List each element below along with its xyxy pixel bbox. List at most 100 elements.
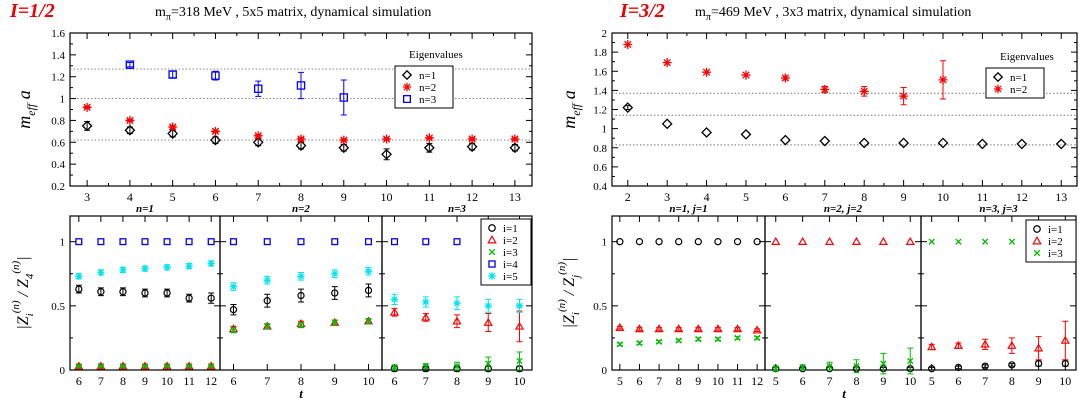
bottom-right-panel-2-point xyxy=(824,236,835,245)
bottom-left-panel-2-label: n=2 xyxy=(292,203,310,215)
bottom-left-panel-3-point xyxy=(515,302,524,310)
bottom-right-legend-marker xyxy=(1033,225,1041,233)
top-left-errorbar xyxy=(255,80,262,97)
top-right-xtick-label: 11 xyxy=(977,190,989,204)
bottom-right-panel-2-xtick-label: 9 xyxy=(880,374,886,388)
top-left-legend-label: n=3 xyxy=(419,94,437,106)
bottom-left-ylabel-part: (n) xyxy=(10,300,22,313)
bottom-left-legend-label: i=1 xyxy=(503,223,518,235)
bottom-right-panel-2-point xyxy=(771,236,781,245)
bottom-left-panel-2-series-1 xyxy=(229,283,373,316)
bottom-left-panel-1-point xyxy=(74,361,84,370)
bottom-right-panel-3-point xyxy=(1060,335,1070,344)
bottom-right-panel-2-label: n=2, j=2 xyxy=(824,203,863,215)
bottom-right-panel-2-point xyxy=(851,236,862,245)
top-left-point xyxy=(382,134,392,144)
bottom-right-panel-2-point xyxy=(907,357,914,365)
bottom-right-panel-2-xtick-label: 8 xyxy=(853,374,859,388)
bottom-right-panel-3-xtick-label: 7 xyxy=(982,374,988,388)
top-left-ylabel-m: m xyxy=(14,116,34,129)
top-right-legend-box xyxy=(985,67,1045,99)
bottom-right-panel-1-ytick-label: 0.5 xyxy=(593,301,607,313)
bottom-right-panel-3-xtick-label: 6 xyxy=(955,374,961,388)
bottom-left-panel-3-point xyxy=(422,238,430,246)
top-right-title: mπ=469 MeV , 3x3 matrix, dynamical simul… xyxy=(695,5,971,23)
bottom-right-panel-3-point xyxy=(1008,238,1016,245)
top-right-point xyxy=(820,84,830,94)
bottom-right-panel-3-errorbar xyxy=(955,365,962,370)
bottom-right-panel-2-point xyxy=(880,360,887,367)
bottom-right-panel-1-label: n=1, j=1 xyxy=(669,203,707,215)
top-right-legend: Eigenvalues n=1n=2 xyxy=(985,51,1054,99)
top-right-tag: I=3/2 xyxy=(619,0,665,22)
bottom-right-panel-1-xtick-label: 5 xyxy=(617,374,623,388)
top-left-point xyxy=(253,84,263,93)
top-left-errorbar xyxy=(340,79,347,116)
top-right-legend-label: n=2 xyxy=(1010,84,1027,96)
top-left-point xyxy=(210,134,221,146)
bottom-left-panel-1-point xyxy=(207,259,215,268)
bottom-left-panel-1-series-4 xyxy=(75,238,215,246)
bottom-right-panel-1-point xyxy=(734,334,741,342)
bottom-left-panel-1-xtick-label: 7 xyxy=(98,374,104,388)
top-left-point xyxy=(81,120,93,132)
top-right-point xyxy=(899,91,909,101)
bottom-right-panel-3-point xyxy=(981,362,989,370)
top-right-ylabel: meff a xyxy=(559,90,583,129)
bottom-right-panel-1-frame xyxy=(611,215,766,371)
bottom-right-panel-3-label: n=3, j=3 xyxy=(979,203,1018,215)
bottom-right-panel-3-series-1 xyxy=(928,359,1069,373)
bottom-right-panel-3-errorbar xyxy=(1008,363,1015,367)
bottom-right-panel-2-xtick-label: 7 xyxy=(827,374,833,388)
bottom-left-panel-3-xtick-label: 8 xyxy=(454,374,460,388)
top-left-point xyxy=(339,93,349,102)
bottom-left-panel-2-point xyxy=(229,282,238,291)
top-right-point xyxy=(859,86,869,96)
bottom-left-panel-3-point xyxy=(514,321,525,330)
bottom-left-panel-2-xtick-label: 6 xyxy=(231,374,237,388)
bottom-right-panel-1-point xyxy=(615,322,625,331)
top-right-point xyxy=(702,67,712,77)
bottom-right-legend-label: i=2 xyxy=(1048,236,1063,248)
bottom-right-panel-1-point xyxy=(752,325,762,334)
bottom-left-panel-3-xtick-label: 9 xyxy=(485,374,491,388)
bottom-right-panel-1-point xyxy=(753,238,761,246)
bottom-right-ylabel-part: |Z xyxy=(561,314,578,328)
bottom-left-panel-3-point xyxy=(452,316,462,325)
top-right-ytick-label: 1.2 xyxy=(593,105,607,117)
top-right-ytick-label: 1.8 xyxy=(593,47,607,59)
bottom-right-panel-1-xtick-label: 11 xyxy=(732,374,744,388)
bottom-left-panel-3-label: n=3 xyxy=(448,203,466,215)
top-left-legend-label: n=2 xyxy=(419,82,436,94)
bottom-left-panel-1-point xyxy=(75,362,82,370)
top-left-errorbar xyxy=(298,71,304,100)
top-left-series-2 xyxy=(82,102,520,145)
top-right-ytick-label: 2 xyxy=(602,28,608,40)
bottom-left-panel-1-point xyxy=(119,288,127,296)
top-right-title-m: m xyxy=(695,5,706,20)
bottom-left-panel-1-point xyxy=(75,272,83,280)
top-left-xtick-label: 7 xyxy=(255,190,261,204)
top-left-ytick-label: 1.2 xyxy=(51,72,65,84)
top-right-legend-marker xyxy=(992,71,1004,83)
bottom-left-panel-1-point xyxy=(185,262,193,270)
bottom-left-panel-1-point xyxy=(96,361,106,370)
top-right-xtick-label: 3 xyxy=(664,190,670,204)
bottom-right-panel-1-point xyxy=(616,341,624,348)
bottom-right-legend-marker xyxy=(1032,235,1042,245)
bottom-right-panel-1-point xyxy=(714,336,722,343)
top-left-point xyxy=(252,136,264,148)
bottom-right-panel-3-point xyxy=(981,238,989,245)
top-right-xtick-label: 9 xyxy=(901,190,907,204)
top-left-point xyxy=(296,81,306,90)
bottom-left-panel-2-point xyxy=(230,327,237,334)
top-right-point xyxy=(898,137,910,149)
top-left-errorbar xyxy=(169,70,176,79)
top-left-xtick-label: 5 xyxy=(170,190,176,204)
bottom-right-panel-1-series-1 xyxy=(616,238,761,246)
bottom-right-ylabel-part: i xyxy=(570,312,582,315)
bottom-left-panel-1: n=1 0 0.5 1 6 7 8 9 10 11 12 xyxy=(51,203,221,388)
bottom-right-panel-3-series-2 xyxy=(927,320,1070,361)
top-left-point xyxy=(339,135,349,145)
top-left-title: mπ=318 MeV , 5x5 matrix, dynamical simul… xyxy=(155,5,431,23)
